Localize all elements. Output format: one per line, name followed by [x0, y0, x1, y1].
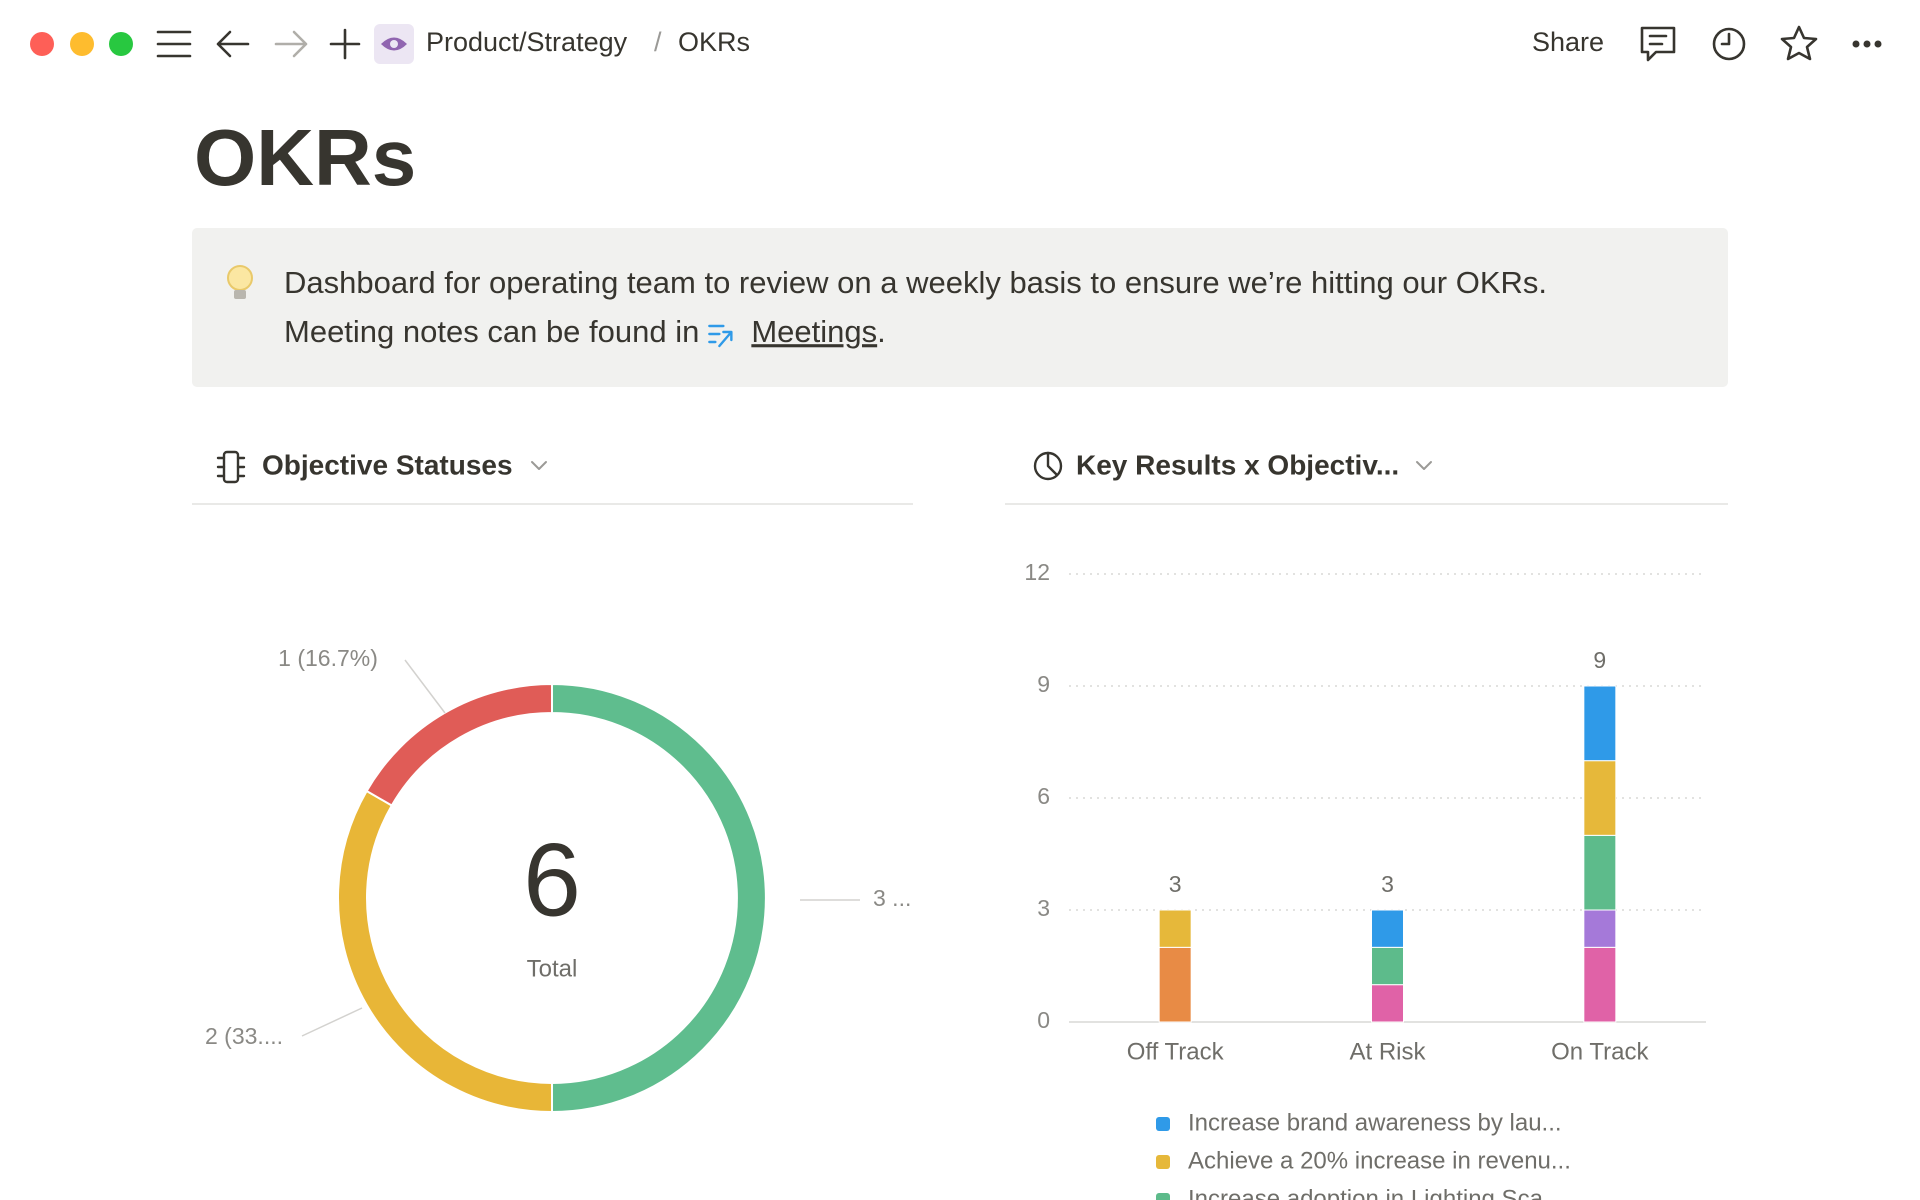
- breadcrumb[interactable]: Product/Strategy: [426, 27, 628, 57]
- data-label: 3 ...: [873, 885, 911, 911]
- data-label: 1 (16.7%): [278, 645, 378, 671]
- more-icon[interactable]: [1852, 40, 1882, 48]
- bar-segment: [1158, 909, 1192, 948]
- bulb-icon: [227, 265, 253, 299]
- total-label: 9: [1593, 647, 1606, 673]
- forward-icon[interactable]: [274, 30, 308, 58]
- share-button[interactable]: Share: [1532, 27, 1604, 57]
- total-label: 3: [1381, 871, 1394, 897]
- bar-segment: [1583, 946, 1617, 1023]
- legend-swatch: [1156, 1193, 1170, 1200]
- bar-segment: [1371, 984, 1404, 1023]
- total-label: 3: [1169, 871, 1182, 897]
- back-icon[interactable]: [216, 30, 250, 58]
- bar-segment: [1371, 909, 1404, 948]
- callout-text: Dashboard for operating team to review o…: [284, 265, 1547, 300]
- traffic-icon: [216, 450, 246, 484]
- breadcrumb-separator: /: [654, 27, 662, 57]
- close-button[interactable]: [30, 32, 54, 56]
- donut-segment: [337, 789, 553, 1114]
- leader-line: [404, 659, 446, 714]
- link-icon: [708, 324, 733, 348]
- bar-segment: [1371, 946, 1404, 986]
- donut-segment: [551, 682, 767, 1114]
- legend-label: Achieve a 20% increase in revenu...: [1188, 1147, 1571, 1174]
- legend-swatch: [1156, 1155, 1170, 1169]
- y-tick-label: 12: [1024, 559, 1050, 585]
- chart-title[interactable]: Objective Statuses: [262, 449, 513, 480]
- legend-swatch: [1156, 1117, 1170, 1131]
- legend-label: Increase adoption in Lighting Sca...: [1188, 1185, 1563, 1200]
- breadcrumb[interactable]: OKRs: [678, 27, 750, 57]
- bar-segment: [1583, 685, 1617, 762]
- dropdown-icon[interactable]: [1416, 461, 1432, 470]
- x-tick-label: Off Track: [1127, 1038, 1225, 1065]
- y-tick-label: 6: [1037, 783, 1050, 809]
- total-label: Total: [527, 955, 578, 982]
- bar-segment: [1583, 834, 1617, 911]
- page-title: OKRs: [194, 113, 416, 202]
- x-tick-label: On Track: [1551, 1038, 1649, 1065]
- favorite-icon[interactable]: [1780, 25, 1818, 61]
- x-tick-label: At Risk: [1349, 1038, 1426, 1065]
- callout: [192, 228, 1728, 387]
- zoom-button[interactable]: [109, 32, 133, 56]
- donut-segment: [365, 682, 553, 807]
- legend-label: Increase brand awareness by lau...: [1188, 1109, 1562, 1136]
- comments-icon[interactable]: [1640, 26, 1676, 62]
- data-label: 2 (33....: [205, 1023, 283, 1049]
- callout-text: .: [877, 314, 886, 349]
- history-icon[interactable]: [1712, 27, 1746, 61]
- chart-title[interactable]: Key Results x Objectiv...: [1076, 449, 1399, 480]
- minimize-button[interactable]: [70, 32, 94, 56]
- bar-segment: [1158, 946, 1192, 1023]
- new-icon[interactable]: [329, 28, 361, 60]
- eye-pupil: [390, 40, 398, 48]
- chart-icon: [1033, 451, 1063, 481]
- total-value: 6: [523, 822, 581, 938]
- bar-segment: [1583, 909, 1617, 948]
- y-tick-label: 0: [1037, 1007, 1050, 1033]
- callout-text: Meeting notes can be found in: [284, 314, 699, 349]
- dropdown-icon[interactable]: [531, 461, 547, 470]
- y-tick-label: 3: [1037, 895, 1050, 921]
- y-tick-label: 9: [1037, 671, 1050, 697]
- bar-segment: [1583, 760, 1617, 836]
- leader-line: [301, 1007, 363, 1037]
- menu-icon[interactable]: [156, 30, 192, 58]
- link[interactable]: Meetings: [751, 314, 877, 349]
